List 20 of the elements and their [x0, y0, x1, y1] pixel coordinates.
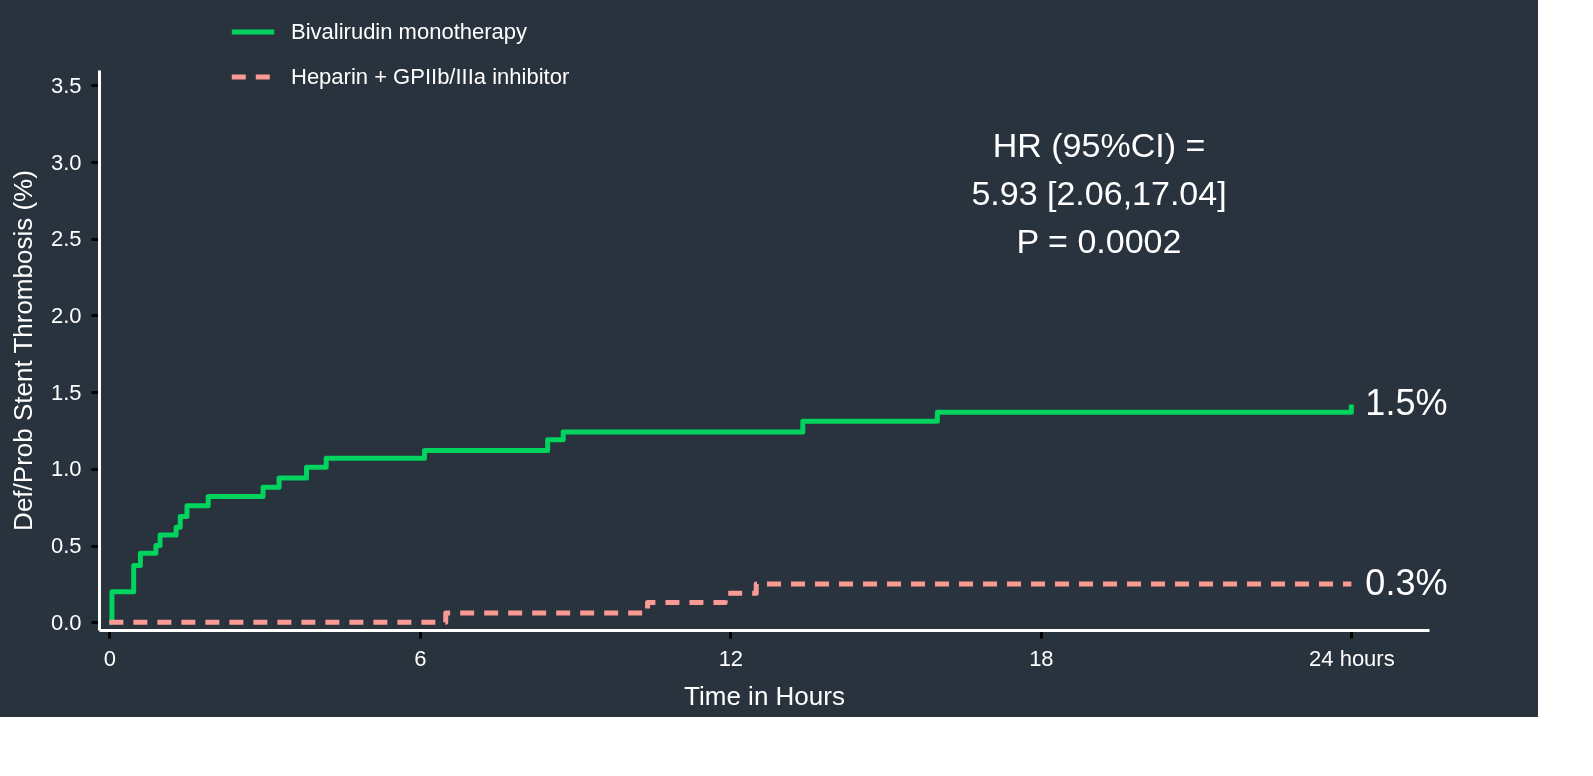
x-tick-label: 0	[103, 645, 116, 671]
y-tick-label: 1.5	[50, 379, 82, 405]
x-tick-label: 12	[718, 645, 744, 671]
y-tick-label: 3.5	[50, 72, 82, 98]
annotation: HR (95%CI) = 5.93 [2.06,17.04] P = 0.0002	[971, 126, 1227, 260]
legend-label: Bivalirudin monotherapy	[291, 19, 528, 44]
y-tick-label: 2.0	[50, 302, 82, 328]
y-tick-label: 2.5	[50, 226, 82, 252]
legend-label: Heparin + GPIIb/IIIa inhibitor	[291, 64, 570, 89]
y-axis-title: Def/Prob Stent Thrombosis (%)	[7, 170, 38, 531]
x-tick-label: 24 hours	[1309, 645, 1395, 671]
x-tick-label: 18	[1029, 645, 1054, 671]
y-tick-label: 3.0	[50, 149, 82, 175]
x-tick-label: 6	[414, 645, 427, 671]
annotation: 1.5%	[1365, 382, 1448, 424]
y-tick-label: 1.0	[50, 456, 82, 482]
x-axis-title: Time in Hours	[684, 680, 845, 711]
y-tick-label: 0.5	[50, 533, 82, 559]
annotation: 0.3%	[1365, 561, 1448, 603]
y-tick-label: 0.0	[50, 609, 82, 635]
